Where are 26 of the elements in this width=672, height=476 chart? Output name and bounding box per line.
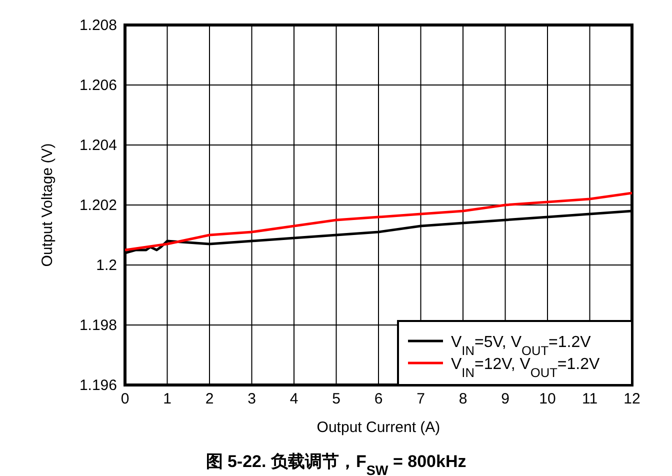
x-tick-label: 7 — [416, 390, 425, 408]
x-tick-label: 12 — [624, 390, 640, 408]
x-tick-label: 2 — [205, 390, 214, 408]
x-tick-label: 8 — [458, 390, 468, 408]
x-tick-label: 4 — [290, 390, 298, 408]
x-tick-label: 3 — [248, 390, 256, 408]
x-tick-label: 11 — [582, 390, 598, 408]
x-tick-label: 1 — [163, 390, 172, 408]
y-tick-label: 1.196 — [79, 376, 117, 394]
y-tick-label: 1.2 — [96, 256, 117, 274]
line-series — [124, 192, 634, 252]
x-tick-label: 10 — [539, 390, 556, 408]
y-axis-title: Output Voltage (V) — [39, 143, 56, 267]
y-tick-label: 1.206 — [79, 76, 117, 94]
y-tick-label: 1.202 — [79, 196, 117, 214]
x-tick-label: 9 — [501, 390, 510, 408]
y-tick-label: 1.204 — [79, 136, 117, 154]
legend-label: V$_{IN}$=5V, V$_{OUT}$=1.2V — [451, 334, 592, 358]
x-tick-label: 6 — [374, 390, 383, 408]
x-tick-label: 0 — [120, 390, 130, 408]
x-axis-title: Output Current (A) — [316, 419, 440, 436]
legend-label: V$_{IN}$=12V, V$_{OUT}$=1.2V — [451, 356, 600, 380]
x-tick-label: 5 — [332, 390, 340, 408]
y-tick-label: 1.198 — [79, 316, 117, 334]
text: 图 5-22. 负载调节，F$_{SW}$ = 800kHz — [206, 452, 466, 476]
y-tick-label: 1.208 — [79, 16, 117, 34]
